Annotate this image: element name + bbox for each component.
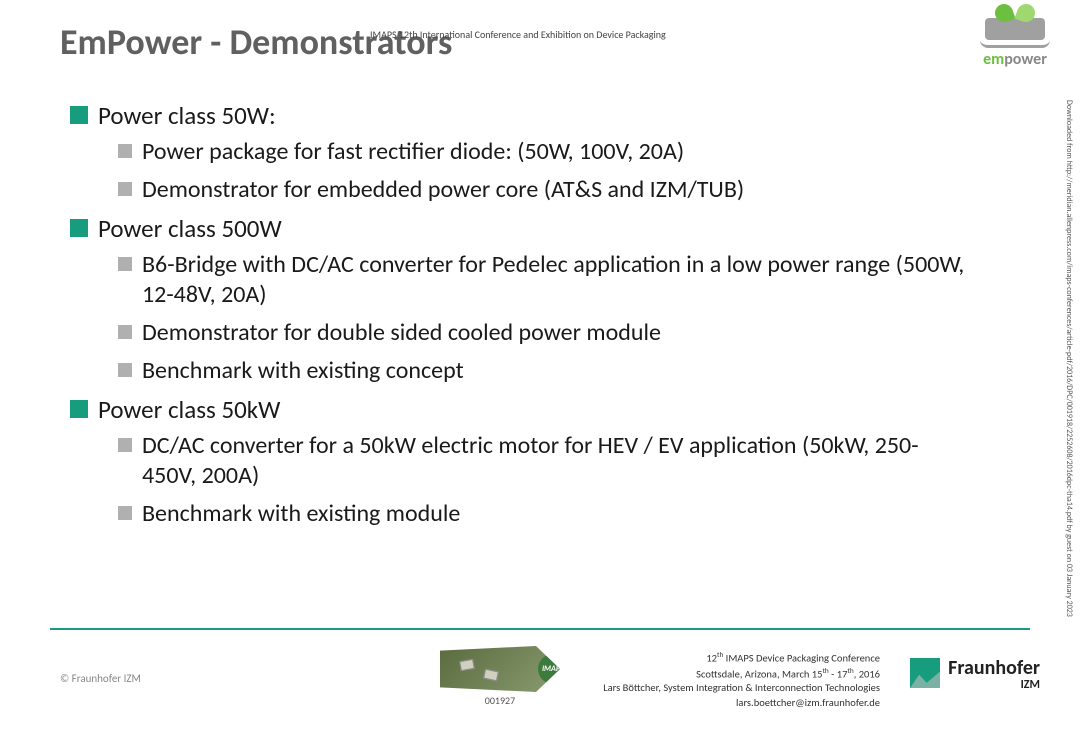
fraunhofer-mark-icon (910, 658, 940, 688)
bullet-level1-icon (70, 400, 88, 418)
slide-footer: © Fraunhofer IZM iMAPS 001927 12th IMAPS… (0, 640, 1080, 720)
conf-line-4: lars.boettcher@izm.fraunhofer.de (603, 696, 880, 710)
list-item: Benchmark with existing module (142, 499, 460, 529)
imaps-badge-icon: iMAPS (538, 654, 568, 684)
empower-logo-text: empower (970, 50, 1060, 69)
bullet-level2-icon (118, 257, 132, 271)
bullet-level2-icon (118, 506, 132, 520)
slide-title: EmPower - Demonstrators (60, 20, 452, 64)
bullet-level2-icon (118, 144, 132, 158)
bullet-level1-icon (70, 219, 88, 237)
conf-line-1: 12th IMAPS Device Packaging Conference (603, 650, 880, 666)
plant-pot-icon (985, 18, 1045, 40)
document-number: 001927 (440, 694, 560, 707)
conference-info: 12th IMAPS Device Packaging Conference S… (603, 650, 880, 710)
bullet-level2-icon (118, 363, 132, 377)
chip-icon (459, 659, 475, 671)
fraunhofer-logo: Fraunhofer IZM (910, 658, 1040, 692)
slide-content: Power class 50W: Power package for fast r… (70, 100, 970, 537)
conf-line-2: Scottsdale, Arizona, March 15th - 17th, … (603, 666, 880, 682)
list-item: B6-Bridge with DC/AC converter for Pedel… (142, 250, 970, 310)
pcb-graphic: iMAPS (440, 646, 560, 692)
list-item: Benchmark with existing concept (142, 356, 464, 386)
section-heading: Power class 50W: (98, 100, 276, 131)
center-badge: iMAPS 001927 (440, 646, 560, 707)
bullet-level2-icon (118, 325, 132, 339)
fraunhofer-name: Fraunhofer (948, 658, 1040, 678)
list-item: Power package for fast rectifier diode: … (142, 137, 684, 167)
copyright-text: © Fraunhofer IZM (60, 672, 141, 685)
bullet-level2-icon (118, 182, 132, 196)
plug-cord-icon (980, 40, 1050, 48)
list-item: DC/AC converter for a 50kW electric moto… (142, 431, 970, 491)
download-watermark: Downloaded from http://meridian.allenpre… (1062, 100, 1074, 620)
empower-logo: empower (970, 18, 1060, 69)
list-item: Demonstrator for double sided cooled pow… (142, 318, 661, 348)
section-heading: Power class 500W (98, 213, 282, 244)
section-heading: Power class 50kW (98, 394, 280, 425)
chip-icon (483, 669, 499, 682)
bullet-level2-icon (118, 438, 132, 452)
empower-logo-green: em (983, 50, 1004, 69)
fraunhofer-sub: IZM (948, 678, 1040, 692)
header-conference-note: IMAPS 12th International Conference and … (370, 28, 666, 41)
footer-divider (50, 628, 1030, 630)
bullet-level1-icon (70, 106, 88, 124)
conf-line-3: Lars Böttcher, System Integration & Inte… (603, 681, 880, 695)
list-item: Demonstrator for embedded power core (AT… (142, 175, 744, 205)
empower-logo-grey: power (1004, 50, 1047, 69)
